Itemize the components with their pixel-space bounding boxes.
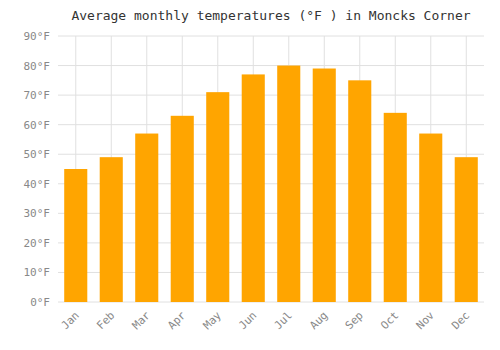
y-tick-label: 70°F [24, 89, 51, 102]
x-tick-label: Jun [236, 309, 259, 332]
y-grid-line [58, 36, 484, 37]
bar [206, 92, 229, 302]
y-tick-label: 10°F [24, 266, 51, 279]
x-tick-label: Aug [307, 309, 330, 332]
bar [384, 113, 407, 302]
axes: 0°F 10°F 20°F 30°F 40°F 50°F 60°F 70°F 80°F 90°F J… [24, 30, 473, 332]
x-tick-label: Jan [59, 309, 82, 332]
y-tick-label: 80°F [24, 60, 51, 73]
y-tick-label: 20°F [24, 237, 51, 250]
y-grid-line [58, 65, 484, 66]
y-grid-line [58, 124, 484, 125]
y-tick-label: 60°F [24, 119, 51, 132]
x-tick-label: Mar [130, 309, 154, 333]
title: Average monthly temperatures (°F ) in Mo… [71, 8, 470, 23]
grid [58, 36, 484, 302]
x-tick-label: Jul [272, 309, 295, 332]
bar [277, 66, 300, 302]
bar [135, 134, 158, 302]
bar [242, 74, 265, 302]
chart-container: Average monthly temperatures (°F ) in Mo… [0, 0, 500, 350]
x-tick-label: Nov [414, 309, 438, 333]
x-tick-label: Dec [449, 309, 472, 332]
bar [100, 157, 123, 302]
y-tick-label: 50°F [24, 148, 51, 161]
y-tick-label: 40°F [24, 178, 51, 191]
x-tick-label: Apr [165, 309, 189, 333]
x-tick-label: Feb [94, 309, 117, 332]
bars [64, 66, 478, 302]
x-tick-label: May [201, 309, 225, 333]
bar [455, 157, 478, 302]
bar [348, 80, 371, 302]
bar [313, 69, 336, 302]
y-tick-label: 30°F [24, 207, 51, 220]
y-grid-line [58, 95, 484, 96]
x-tick-label: Sep [343, 309, 366, 332]
chart-svg: Average monthly temperatures (°F ) in Mo… [0, 0, 500, 350]
x-tick-label: Oct [378, 309, 401, 332]
y-tick-label: 90°F [24, 30, 51, 43]
bar [64, 169, 87, 302]
y-tick-label: 0°F [30, 296, 50, 309]
bar [171, 116, 194, 302]
bar [419, 134, 442, 302]
